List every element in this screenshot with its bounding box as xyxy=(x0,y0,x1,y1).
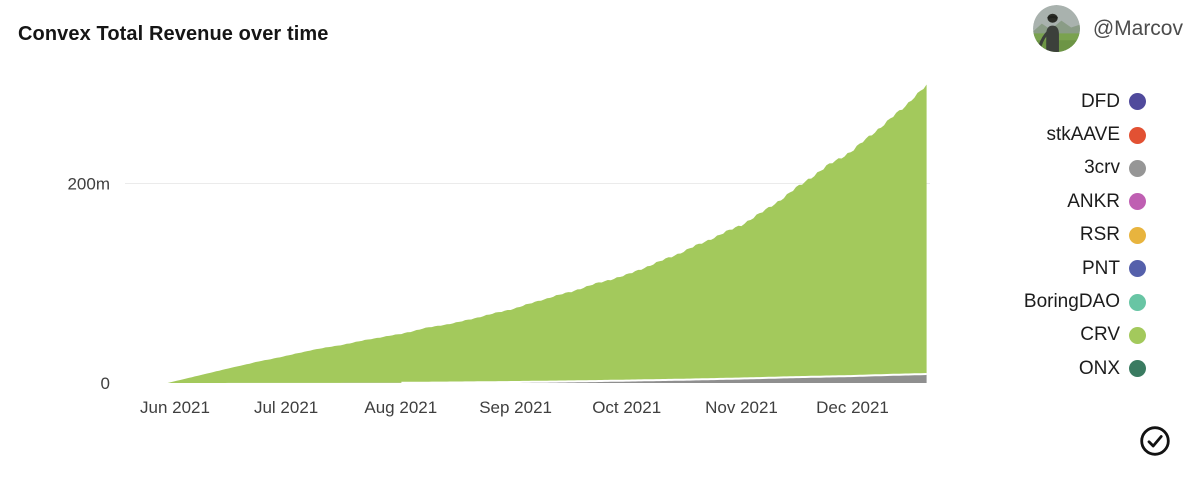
legend-dot xyxy=(1129,260,1146,278)
legend-item-boringdao[interactable]: BoringDAO xyxy=(1024,285,1146,318)
legend-label: ANKR xyxy=(1067,190,1120,212)
legend-dot xyxy=(1129,226,1146,244)
avatar xyxy=(1032,5,1080,52)
verified-check-icon[interactable] xyxy=(1138,424,1172,458)
legend-label: RSR xyxy=(1079,224,1120,246)
legend-item-ankr[interactable]: ANKR xyxy=(1024,185,1146,218)
y-tick-label: 0 xyxy=(101,374,110,393)
legend-item-rsr[interactable]: RSR xyxy=(1024,219,1146,252)
series-area-CRV xyxy=(167,84,927,383)
x-tick-label: Sep 2021 xyxy=(479,398,552,417)
legend-dot xyxy=(1129,93,1146,111)
legend-label: DFD xyxy=(1080,90,1120,112)
legend-label: PNT xyxy=(1082,257,1120,279)
series-area-3crv xyxy=(167,374,927,383)
legend-item-crv[interactable]: CRV xyxy=(1024,319,1146,352)
user-handle: @Marcov xyxy=(1092,16,1183,40)
y-tick-label: 200m xyxy=(67,175,110,194)
legend-item-3crv[interactable]: 3crv xyxy=(1024,152,1146,185)
x-tick-label: Oct 2021 xyxy=(592,398,661,417)
x-tick-label: Jul 2021 xyxy=(254,398,318,417)
x-tick-label: Jun 2021 xyxy=(140,398,210,417)
area-chart: Jun 2021 Jul 2021 Aug 2021 Sep 2021 Oct 2021… xyxy=(67,84,930,417)
legend-dot xyxy=(1129,193,1146,211)
user-attribution[interactable]: @Marcov xyxy=(1032,5,1183,52)
x-tick-label: Aug 2021 xyxy=(364,398,437,417)
legend-label: 3crv xyxy=(1084,157,1120,179)
legend-item-onx[interactable]: ONX xyxy=(1024,352,1146,385)
legend-dot xyxy=(1129,326,1146,344)
legend-dot xyxy=(1129,159,1146,177)
x-tick-label: Nov 2021 xyxy=(705,398,778,417)
legend-label: ONX xyxy=(1078,357,1120,379)
legend-item-pnt[interactable]: PNT xyxy=(1024,252,1146,285)
legend-label: stkAAVE xyxy=(1046,124,1120,146)
legend-dot xyxy=(1129,360,1146,378)
legend: DFD stkAAVE 3crv ANKR RSR PNT BoringDAO xyxy=(1024,85,1146,386)
legend-label: CRV xyxy=(1080,324,1120,346)
legend-dot xyxy=(1129,126,1146,144)
legend-dot xyxy=(1129,293,1146,311)
legend-label: BoringDAO xyxy=(1023,291,1120,313)
x-tick-label: Dec 2021 xyxy=(816,398,889,417)
page-title: Convex Total Revenue over time xyxy=(18,23,329,46)
legend-item-dfd[interactable]: DFD xyxy=(1024,85,1146,118)
series-separator xyxy=(401,373,927,384)
legend-item-stkaave[interactable]: stkAAVE xyxy=(1024,118,1146,151)
